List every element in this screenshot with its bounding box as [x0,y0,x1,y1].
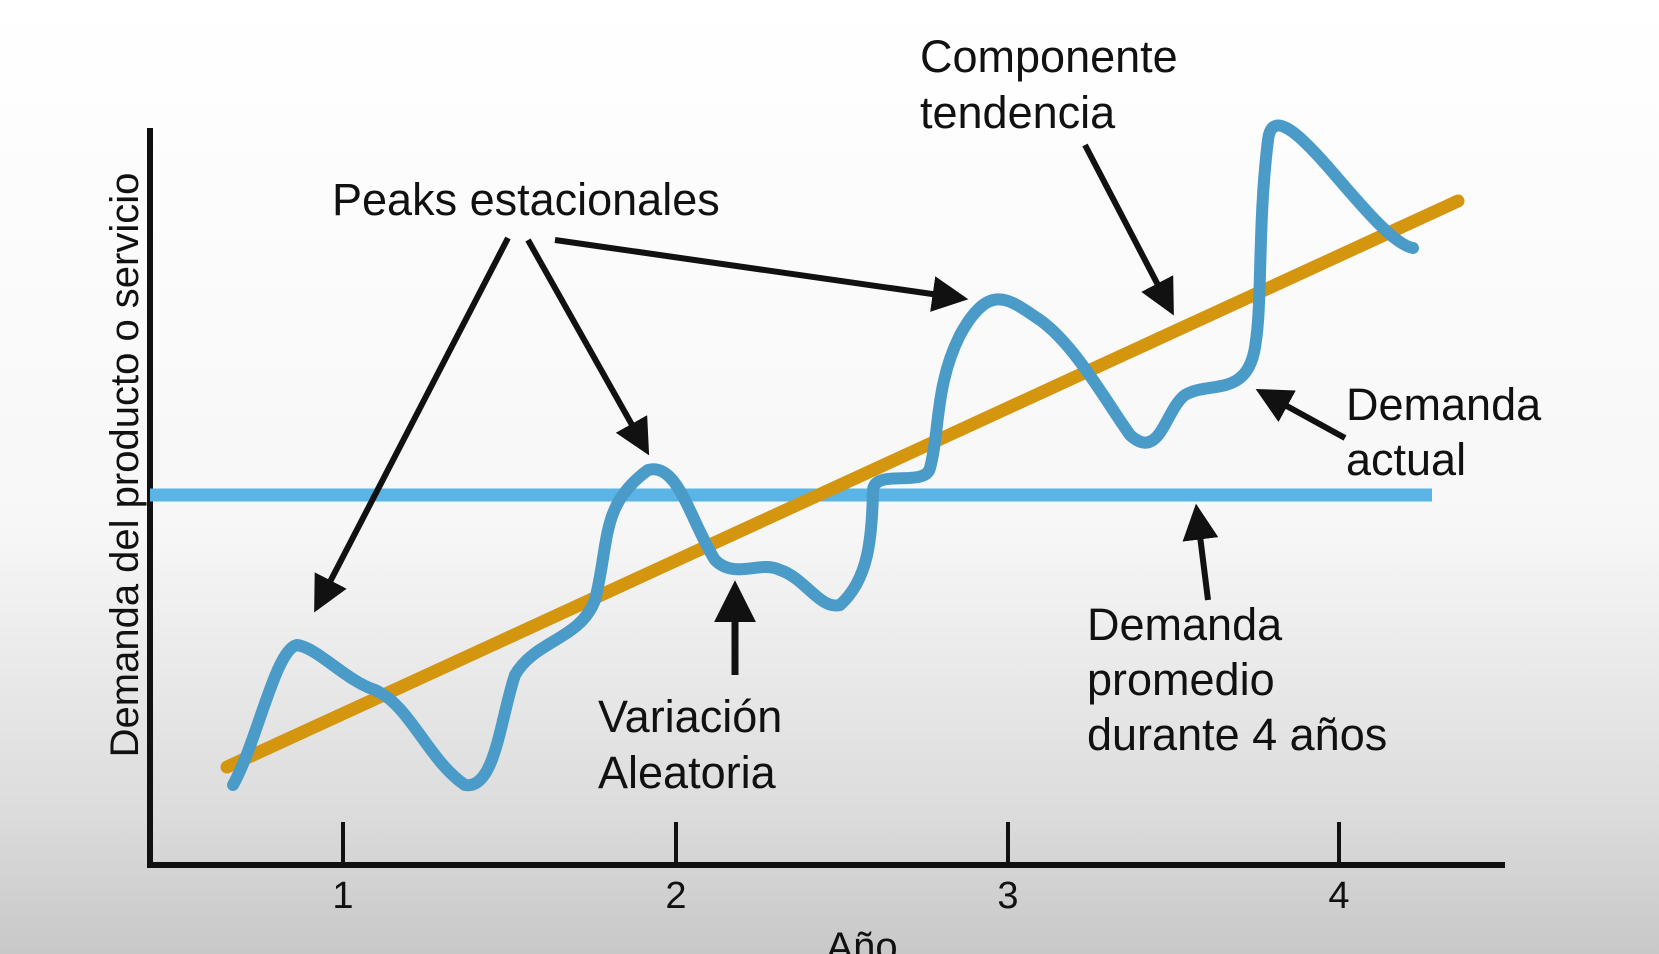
label-variacion-aleatoria-line2: Aleatoria [598,747,777,798]
label-demanda-actual-line1: Demanda [1346,379,1542,430]
x-axis-title: Año [826,925,897,954]
trend-line [220,194,1465,774]
arrow-average [1182,503,1219,601]
arrow-peak-1 [314,236,511,613]
x-tick-label-4: 4 [1328,875,1349,917]
arrow-actual [1255,388,1347,441]
label-demanda-promedio-line1: Demanda [1087,599,1283,650]
arrow-trend [1082,143,1174,316]
actual-demand-curve [227,119,1419,792]
x-tick-label-1: 1 [332,875,353,917]
label-demanda-actual-line2: actual [1346,434,1466,485]
arrow-peak-3 [554,237,969,312]
label-demanda-promedio-line3: durante 4 años [1087,709,1387,760]
y-axis-title: Demanda del producto o servicio [103,173,147,758]
label-variacion-aleatoria-line1: Variación [598,691,782,742]
arrow-peak-2 [525,238,650,456]
label-componente-tendencia-line1: Componente [920,31,1178,82]
label-componente-tendencia-line2: tendencia [920,87,1116,138]
x-tick-label-3: 3 [997,875,1018,917]
label-peaks-estacionales: Peaks estacionales [332,174,720,225]
label-demanda-promedio-line2: promedio [1087,654,1275,705]
x-tick-label-2: 2 [665,875,686,917]
